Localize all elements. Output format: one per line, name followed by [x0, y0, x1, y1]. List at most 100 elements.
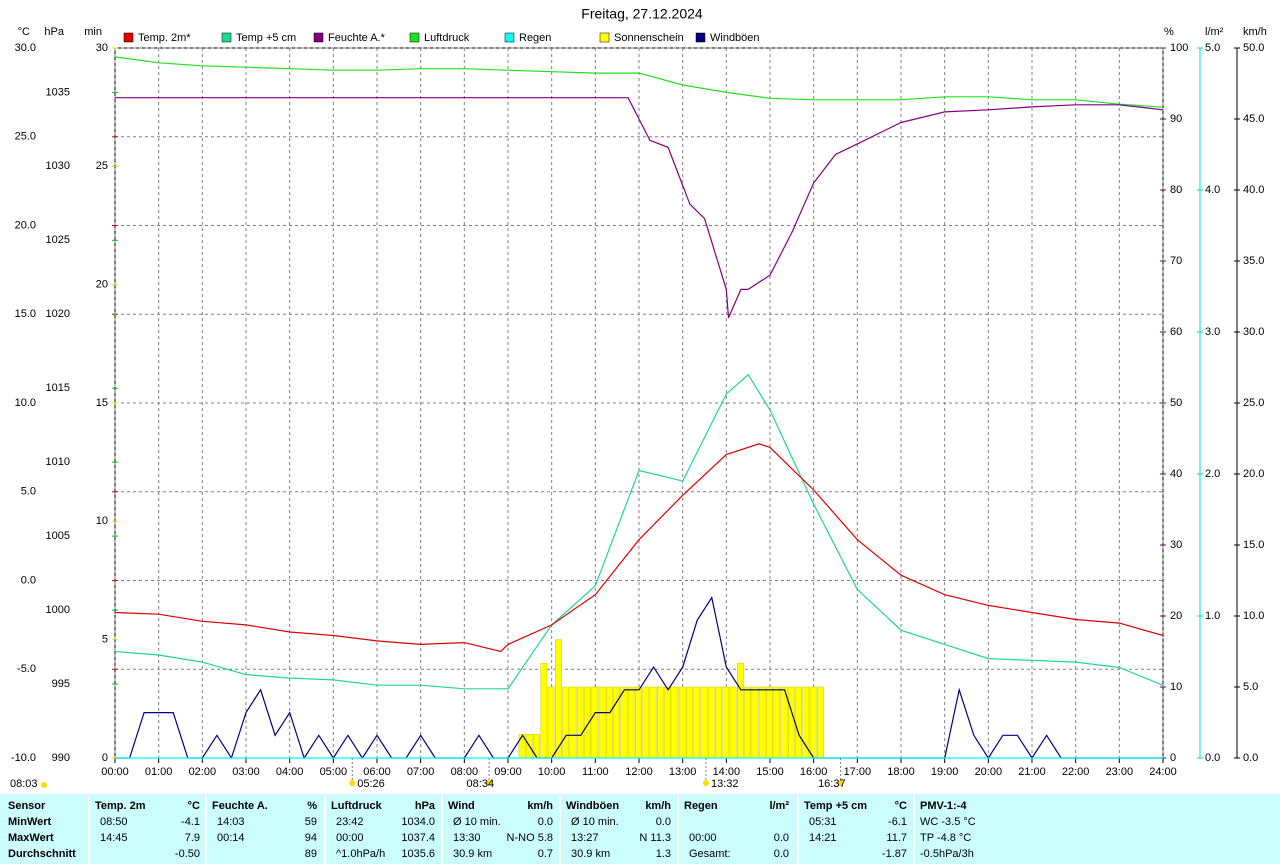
x-tick-label: 16:00 — [800, 766, 828, 778]
x-tick-label: 20:00 — [975, 766, 1003, 778]
x-tick-label: 00:00 — [101, 766, 129, 778]
y-tick-label: 70 — [1170, 255, 1182, 267]
x-tick-label: 04:00 — [276, 766, 304, 778]
stats-cell: 0.0 — [656, 816, 671, 828]
day-length: 08:03 — [10, 778, 38, 790]
stats-unit: °C — [188, 800, 200, 812]
y-tick-label: 100 — [1170, 42, 1188, 54]
y-tick-label: 30 — [96, 42, 108, 54]
legend-label: Windböen — [710, 32, 760, 44]
sunshine-bar — [693, 686, 701, 759]
y-tick-label: 0 — [102, 752, 108, 764]
sunshine-bar — [635, 686, 642, 759]
stats-cell: -1.87 — [882, 848, 907, 860]
y-tick-label: 90 — [1170, 113, 1182, 125]
sunshine-bar — [729, 686, 737, 759]
stats-cell: Gesamt: — [689, 848, 731, 860]
stats-cell: 1035.6 — [401, 848, 435, 860]
x-tick-label: 10:00 — [538, 766, 566, 778]
stats-cell: Ø 10 min. — [571, 816, 619, 828]
marker-label: 05:26 — [357, 778, 385, 790]
y-tick-label: -10.0 — [11, 752, 36, 764]
sunshine-bar — [606, 686, 613, 759]
stats-cell: 08:50 — [100, 816, 128, 828]
y-tick-label: 10.0 — [1243, 610, 1264, 622]
y-tick-label: 990 — [52, 752, 70, 764]
legend-swatch — [313, 32, 324, 43]
stats-cell: 7.9 — [185, 832, 200, 844]
sun-icon — [41, 782, 47, 788]
legend-swatch — [504, 32, 515, 43]
y-tick-label: 50.0 — [1243, 42, 1264, 54]
y-tick-label: 80 — [1170, 184, 1182, 196]
stats-cell: 1037.4 — [401, 832, 435, 844]
sunshine-bar — [787, 686, 795, 759]
stats-header: Feuchte A. — [212, 800, 268, 812]
legend-label: Feuchte A.* — [328, 32, 386, 44]
y-tick-label: 45.0 — [1243, 113, 1264, 125]
stats-header: Luftdruck — [331, 800, 383, 812]
x-tick-label: 03:00 — [232, 766, 260, 778]
sunshine-bar — [686, 686, 693, 759]
x-tick-label: 19:00 — [931, 766, 959, 778]
sunshine-bar — [737, 663, 744, 759]
stats-cell: 13:27 — [571, 832, 599, 844]
stats-unit: l/m² — [769, 800, 789, 812]
sunshine-bar — [664, 686, 672, 759]
sunshine-bar — [773, 686, 781, 759]
sunshine-bar — [642, 686, 650, 759]
y-tick-label: 1.0 — [1205, 610, 1220, 622]
legend-swatch — [409, 32, 420, 43]
y-tick-label: 30.0 — [15, 42, 36, 54]
sunshine-bar — [766, 686, 773, 759]
sunshine-bar — [700, 686, 708, 759]
x-tick-label: 11:00 — [582, 766, 609, 778]
y-tick-label: 3.0 — [1205, 326, 1220, 338]
x-tick-label: 23:00 — [1106, 766, 1134, 778]
y-tick-label: 40.0 — [1243, 184, 1264, 196]
sunshine-bar — [780, 686, 788, 759]
axis-unit: min — [84, 26, 102, 38]
sunshine-bar — [584, 686, 591, 759]
stats-cell: 00:14 — [217, 832, 245, 844]
stats-cell: 00:00 — [336, 832, 364, 844]
stats-cell: 30.9 km — [453, 848, 492, 860]
y-tick-label: 35.0 — [1243, 255, 1264, 267]
stats-cell: 1.3 — [656, 848, 671, 860]
legend-label: Luftdruck — [424, 32, 470, 44]
x-tick-label: 08:00 — [451, 766, 479, 778]
sunshine-bar — [598, 686, 606, 759]
stats-row-label: MaxWert — [8, 832, 54, 844]
stats-unit: % — [307, 800, 317, 812]
y-tick-label: 5.0 — [21, 486, 36, 498]
sunshine-bar — [656, 686, 664, 759]
y-tick-label: 0.0 — [1205, 752, 1220, 764]
y-tick-label: 5.0 — [1243, 681, 1258, 693]
stats-cell: 30.9 km — [571, 848, 610, 860]
stats-cell: 59 — [305, 816, 317, 828]
stats-header: Windböen — [566, 800, 619, 812]
y-tick-label: 15 — [96, 397, 108, 409]
sunshine-bar — [802, 686, 810, 759]
y-tick-label: 30 — [1170, 539, 1182, 551]
y-tick-label: 1015 — [46, 382, 70, 394]
axis-unit: °C — [18, 26, 30, 38]
axis-unit: % — [1164, 26, 1174, 38]
y-tick-label: 5 — [102, 634, 108, 646]
y-tick-label: 20.0 — [1243, 468, 1264, 480]
stats-header: Sensor — [8, 800, 46, 812]
stats-cell: 89 — [305, 848, 317, 860]
x-tick-label: 15:00 — [756, 766, 784, 778]
sunshine-bar — [627, 686, 635, 759]
y-tick-label: 20.0 — [15, 219, 36, 231]
x-tick-label: 14:00 — [713, 766, 741, 778]
y-tick-label: 20 — [1170, 610, 1182, 622]
sun-icon — [702, 780, 709, 786]
legend-label: Regen — [519, 32, 551, 44]
y-tick-label: 10 — [96, 515, 108, 527]
sunshine-bar — [809, 686, 817, 759]
legend-label: Sonnenschein — [614, 32, 684, 44]
x-tick-label: 09:00 — [494, 766, 522, 778]
x-tick-label: 24:00 — [1149, 766, 1177, 778]
stats-cell: 11.7 — [886, 832, 907, 844]
